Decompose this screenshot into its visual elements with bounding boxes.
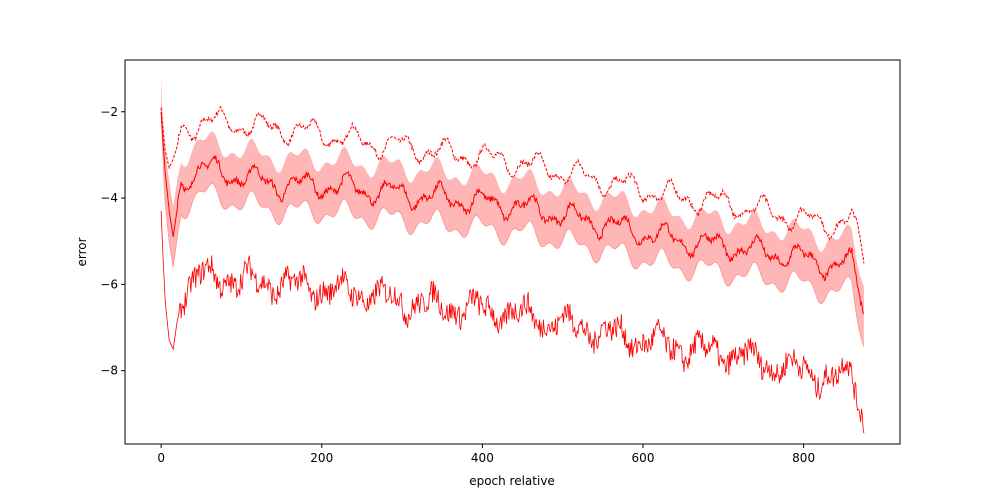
y-tick-label: −4 [100,191,118,205]
x-tick-label: 0 [157,451,165,465]
y-tick-label: −2 [100,105,118,119]
axes-frame [124,59,901,445]
y-tick-label: −6 [100,277,118,291]
y-tick-label: −8 [100,364,118,378]
y-axis-label: error [75,237,89,266]
series-line-3 [160,210,865,434]
x-axis-label: epoch relative [469,474,555,488]
x-tick-label: 200 [310,451,333,465]
series-line-2 [160,111,865,315]
series-line-1 [160,105,865,264]
x-tick-label: 600 [632,451,655,465]
axes: 0 200 400 600 800 −8 −6 −4 −2 [100,59,901,465]
confidence-band [161,72,864,347]
band-lower-edge [160,107,865,347]
x-tick-label: 400 [471,451,494,465]
plot-area [160,72,865,434]
x-tick-label: 800 [792,451,815,465]
